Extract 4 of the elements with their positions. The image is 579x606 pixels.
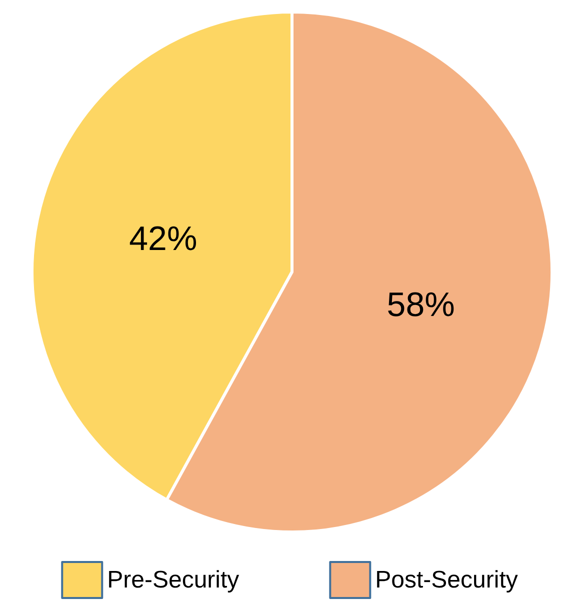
legend-label: Pre-Security <box>107 566 240 594</box>
legend-label: Post-Security <box>375 566 518 594</box>
data-label: 58% <box>386 286 455 324</box>
data-label: 42% <box>129 220 198 258</box>
